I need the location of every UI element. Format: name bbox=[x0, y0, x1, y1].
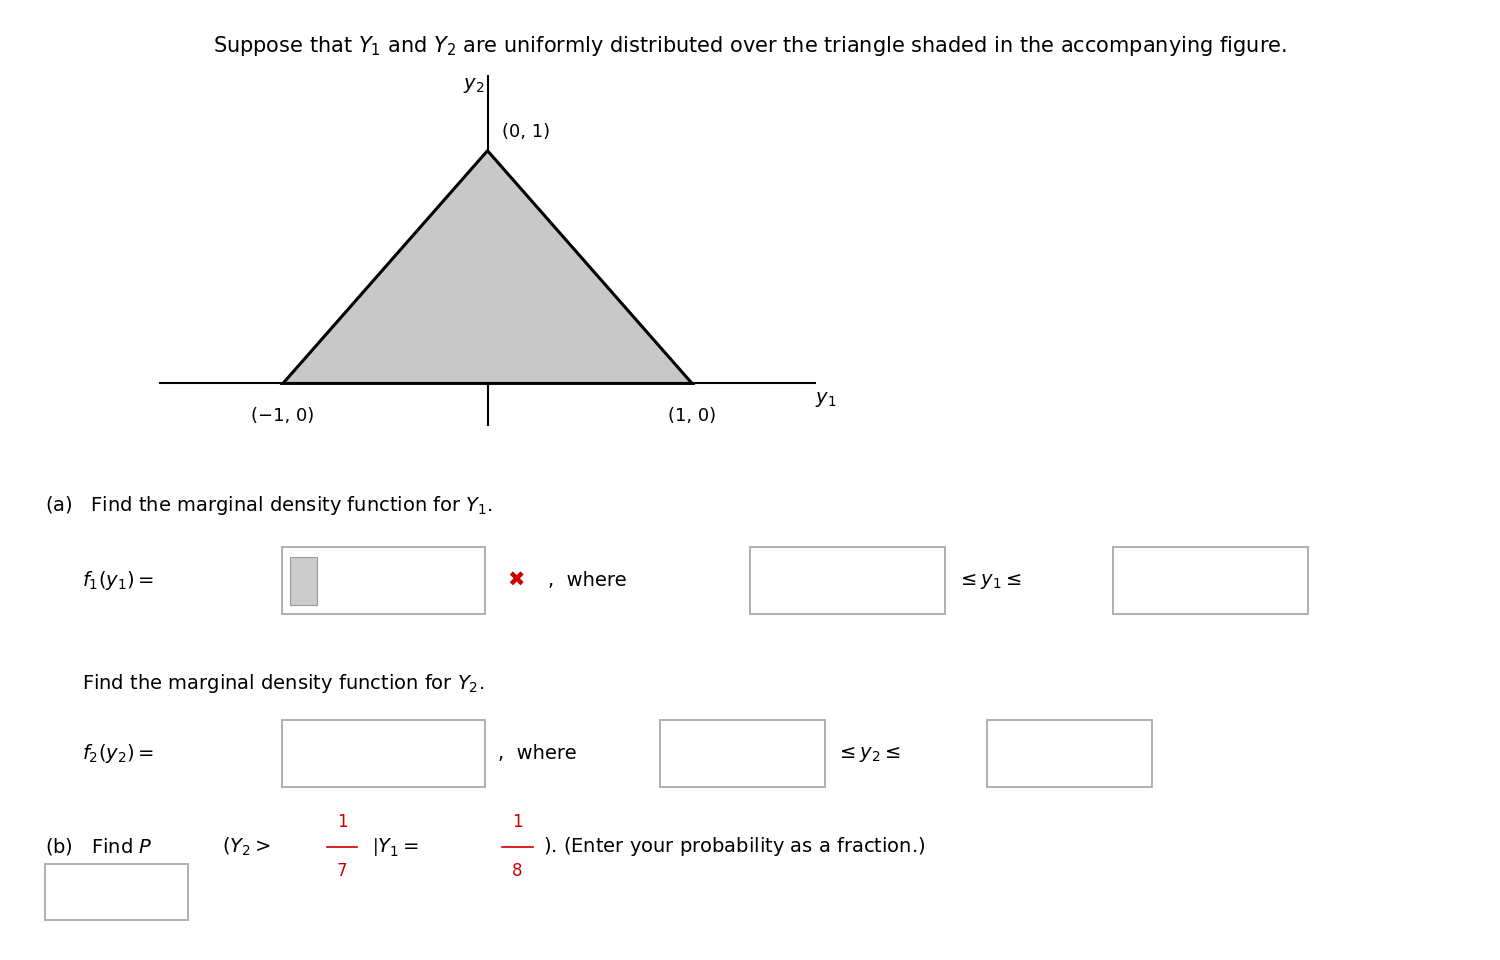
Text: (0, 1): (0, 1) bbox=[503, 124, 550, 141]
Text: $\leq y_1 \leq$: $\leq y_1 \leq$ bbox=[957, 571, 1022, 590]
FancyBboxPatch shape bbox=[750, 547, 945, 614]
Text: $\left.\right)$. (Enter your probability as a fraction.): $\left.\right)$. (Enter your probability… bbox=[543, 835, 926, 858]
FancyBboxPatch shape bbox=[1113, 547, 1308, 614]
Text: (a)   Find the marginal density function for $Y_1$.: (a) Find the marginal density function f… bbox=[45, 494, 494, 517]
FancyBboxPatch shape bbox=[282, 720, 484, 787]
Text: Suppose that $Y_1$ and $Y_2$ are uniformly distributed over the triangle shaded : Suppose that $Y_1$ and $Y_2$ are uniform… bbox=[213, 34, 1287, 58]
FancyBboxPatch shape bbox=[282, 547, 484, 614]
Text: $f_2(y_2) =$: $f_2(y_2) =$ bbox=[82, 742, 154, 765]
Text: (−1, 0): (−1, 0) bbox=[252, 407, 315, 424]
Text: ✖: ✖ bbox=[507, 571, 525, 590]
FancyBboxPatch shape bbox=[45, 864, 188, 920]
Text: 1: 1 bbox=[512, 813, 524, 831]
Text: $\leq y_2 \leq$: $\leq y_2 \leq$ bbox=[836, 744, 900, 763]
Text: 8: 8 bbox=[512, 862, 522, 880]
Text: (1, 0): (1, 0) bbox=[668, 407, 716, 424]
Text: $\left( Y_2 > \right.$: $\left( Y_2 > \right.$ bbox=[222, 835, 272, 858]
Text: 7: 7 bbox=[336, 862, 346, 880]
FancyBboxPatch shape bbox=[660, 720, 825, 787]
Text: ,  where: , where bbox=[548, 571, 626, 590]
Text: (b)   Find $P$: (b) Find $P$ bbox=[45, 836, 153, 857]
Text: ,  where: , where bbox=[498, 744, 576, 763]
Text: $y_2$: $y_2$ bbox=[462, 76, 484, 95]
Text: 1: 1 bbox=[336, 813, 348, 831]
Text: Find the marginal density function for $Y_2$.: Find the marginal density function for $… bbox=[82, 672, 484, 695]
Text: $f_1(y_1) =$: $f_1(y_1) =$ bbox=[82, 569, 154, 592]
FancyBboxPatch shape bbox=[290, 557, 316, 605]
Text: $y_1$: $y_1$ bbox=[815, 390, 836, 409]
FancyBboxPatch shape bbox=[987, 720, 1152, 787]
Text: $\left| Y_1 = \right.$: $\left| Y_1 = \right.$ bbox=[372, 836, 419, 857]
Polygon shape bbox=[284, 151, 692, 383]
